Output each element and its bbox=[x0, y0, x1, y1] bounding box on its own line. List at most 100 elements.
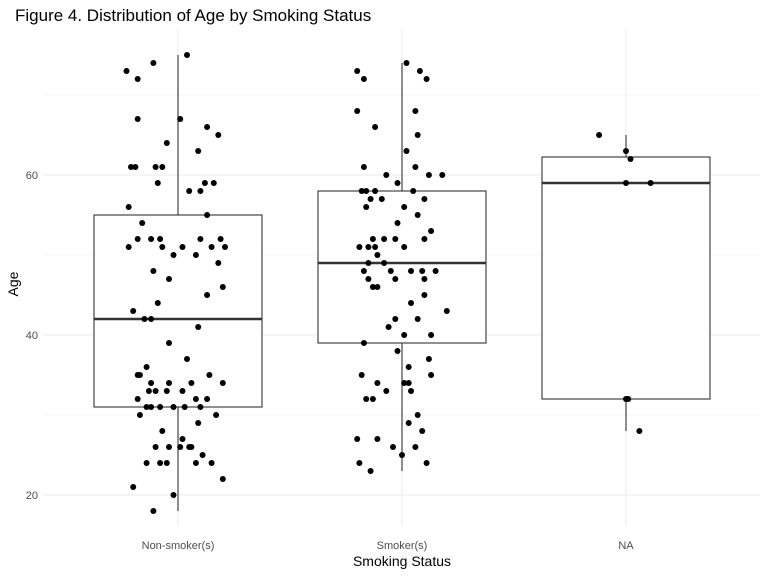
data-point bbox=[130, 308, 137, 314]
data-point bbox=[443, 308, 450, 314]
data-point bbox=[159, 164, 166, 170]
data-point bbox=[392, 316, 399, 322]
data-point bbox=[372, 124, 379, 130]
data-point bbox=[421, 276, 428, 282]
data-point bbox=[367, 196, 374, 202]
data-point bbox=[163, 140, 170, 146]
data-point bbox=[432, 268, 439, 274]
data-point bbox=[369, 284, 376, 290]
data-point bbox=[414, 316, 421, 322]
data-point bbox=[408, 268, 414, 274]
data-point bbox=[374, 436, 381, 442]
data-point bbox=[401, 244, 408, 250]
axis-ticks: 20 40 60 Non-smoker(s) Smoker(s) NA bbox=[26, 170, 635, 552]
data-point bbox=[152, 444, 159, 450]
data-point bbox=[204, 396, 211, 402]
data-point bbox=[134, 396, 141, 402]
data-point bbox=[403, 60, 410, 66]
data-point bbox=[159, 244, 166, 250]
data-point bbox=[197, 236, 204, 242]
box-iqr bbox=[93, 214, 263, 408]
data-point bbox=[184, 356, 190, 362]
data-point bbox=[414, 132, 421, 138]
data-point bbox=[363, 188, 370, 194]
data-point bbox=[143, 404, 150, 410]
data-point bbox=[186, 188, 193, 194]
box-iqr bbox=[317, 190, 487, 344]
data-point bbox=[636, 428, 643, 434]
data-point bbox=[354, 108, 361, 114]
data-point bbox=[166, 444, 172, 450]
data-point bbox=[394, 180, 401, 186]
data-point bbox=[210, 180, 217, 186]
boxplot-0 bbox=[93, 55, 263, 511]
data-point bbox=[405, 420, 412, 426]
data-point bbox=[428, 372, 435, 378]
data-point bbox=[148, 316, 155, 322]
y-tick-label-1: 40 bbox=[26, 330, 38, 342]
data-point bbox=[425, 356, 432, 362]
data-point bbox=[154, 180, 161, 186]
data-point bbox=[358, 372, 365, 378]
data-point bbox=[623, 180, 629, 186]
data-point bbox=[412, 444, 419, 450]
boxplot-2 bbox=[541, 135, 711, 431]
data-point bbox=[416, 68, 423, 74]
data-point bbox=[421, 292, 428, 298]
data-point bbox=[179, 436, 186, 442]
x-tick-label-0: Non-smoker(s) bbox=[142, 540, 215, 552]
data-point bbox=[383, 388, 390, 394]
y-tick-label-0: 20 bbox=[26, 490, 38, 502]
data-point bbox=[374, 252, 381, 258]
data-point bbox=[363, 204, 370, 210]
data-point bbox=[134, 236, 141, 242]
data-point bbox=[159, 428, 166, 434]
data-point bbox=[152, 388, 159, 394]
data-point bbox=[623, 148, 629, 154]
data-point bbox=[372, 188, 379, 194]
data-point bbox=[197, 404, 204, 410]
data-point bbox=[166, 340, 172, 346]
data-point bbox=[143, 460, 150, 466]
data-point bbox=[177, 116, 184, 122]
data-point bbox=[139, 220, 146, 226]
data-point bbox=[204, 212, 211, 218]
data-point bbox=[150, 268, 157, 274]
data-point bbox=[170, 252, 177, 258]
data-point bbox=[414, 412, 421, 418]
data-point bbox=[596, 132, 603, 138]
data-point bbox=[401, 332, 408, 338]
data-point bbox=[188, 380, 195, 386]
data-point bbox=[412, 164, 419, 170]
chart-title: Figure 4. Distribution of Age by Smoking… bbox=[15, 6, 371, 25]
data-point bbox=[365, 244, 372, 250]
data-point bbox=[166, 380, 172, 386]
y-tick-label-2: 60 bbox=[26, 170, 38, 182]
box-iqr bbox=[541, 156, 711, 400]
data-point bbox=[360, 76, 367, 82]
data-point bbox=[152, 164, 159, 170]
data-point bbox=[387, 268, 394, 274]
data-point bbox=[625, 396, 632, 402]
data-point bbox=[390, 444, 396, 450]
data-point bbox=[192, 396, 199, 402]
data-point bbox=[401, 204, 408, 210]
data-point bbox=[179, 244, 186, 250]
data-point bbox=[428, 228, 435, 234]
data-point bbox=[369, 236, 376, 242]
data-point bbox=[374, 284, 381, 290]
data-point bbox=[145, 388, 152, 394]
data-point bbox=[428, 332, 435, 338]
data-point bbox=[425, 172, 432, 178]
data-point bbox=[419, 268, 426, 274]
data-point bbox=[148, 236, 155, 242]
data-point bbox=[219, 380, 226, 386]
x-axis-title: Smoking Status bbox=[353, 553, 451, 569]
data-point bbox=[381, 260, 388, 266]
data-point bbox=[125, 244, 132, 250]
data-point bbox=[215, 260, 222, 266]
data-point bbox=[354, 68, 361, 74]
data-point bbox=[148, 380, 155, 386]
data-point bbox=[385, 324, 392, 330]
